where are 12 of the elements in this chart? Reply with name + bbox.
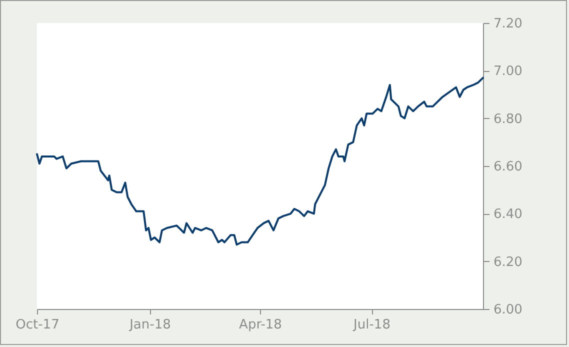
- x-tick-label: Apr-18: [239, 318, 282, 332]
- x-tick-label: Oct-17: [16, 318, 60, 332]
- y-tick-label: 6.40: [494, 207, 522, 222]
- y-tick-label: 6.60: [494, 160, 522, 174]
- x-tick-label: Jul-18: [352, 318, 390, 332]
- y-tick-label: 7.00: [494, 64, 522, 80]
- x-tick-label: Jan-18: [128, 318, 171, 332]
- y-tick-label: 6.00: [494, 302, 522, 318]
- line-series: [36, 76, 484, 246]
- y-tick-label: 7.20: [494, 16, 522, 32]
- y-tick-label: 6.80: [494, 112, 522, 127]
- y-tick-label: 6.20: [494, 254, 522, 270]
